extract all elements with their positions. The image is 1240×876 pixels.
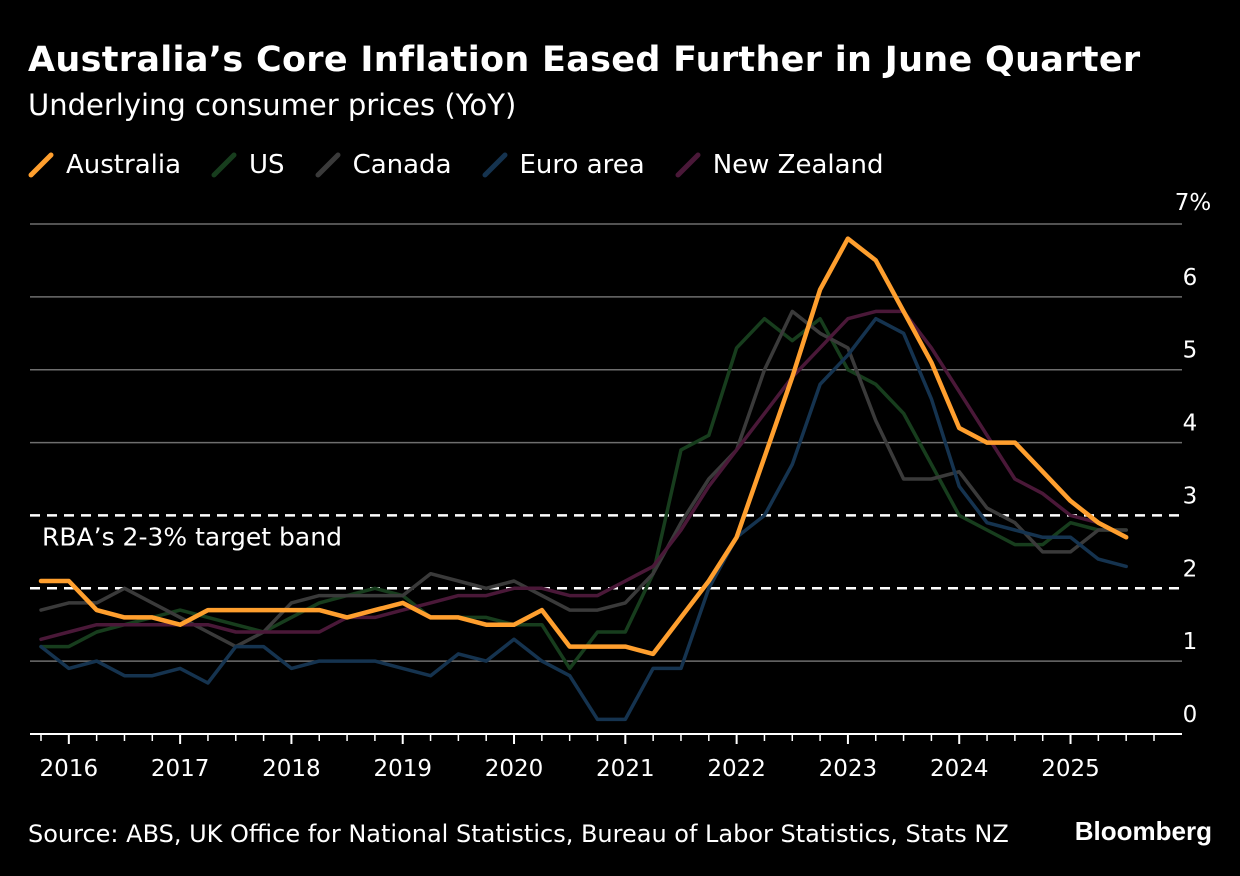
legend-item-euro-area: Euro area (482, 150, 645, 180)
x-tick-label: 2021 (596, 756, 655, 782)
legend-swatch-us (211, 152, 237, 178)
legend-label-euro-area: Euro area (519, 150, 645, 180)
legend-label-new-zealand: New Zealand (712, 150, 884, 180)
legend-swatch-canada (315, 152, 341, 178)
series-line-new-zealand (39, 309, 1128, 642)
chart-title: Australia’s Core Inflation Eased Further… (28, 40, 1141, 80)
bloomberg-logo: Bloomberg (1074, 816, 1212, 846)
legend-swatch-new-zealand (675, 152, 701, 178)
x-tick-label: 2025 (1041, 756, 1100, 782)
y-tick-label: 7% (1175, 190, 1212, 216)
x-tick-label: 2022 (707, 756, 766, 782)
series-line-australia (38, 236, 1129, 657)
y-tick-label: 0 (1183, 702, 1198, 728)
legend-item-canada: Canada (315, 150, 452, 180)
legend-swatch-australia (28, 152, 54, 178)
x-tick-label: 2019 (373, 756, 432, 782)
x-tick-label: 2024 (930, 756, 989, 782)
target-band-label: RBA’s 2-3% target band (42, 522, 342, 551)
x-tick-label: 2020 (485, 756, 544, 782)
y-tick-label: 6 (1183, 265, 1198, 291)
source-note: Source: ABS, UK Office for National Stat… (28, 820, 1009, 848)
x-tick-label: 2017 (151, 756, 210, 782)
series-line-canada (39, 309, 1128, 649)
legend-item-australia: Australia (28, 150, 181, 180)
y-tick-label: 1 (1183, 629, 1198, 655)
y-tick-label: 5 (1183, 338, 1198, 364)
legend-label-us: US (249, 150, 285, 180)
legend-label-canada: Canada (352, 150, 452, 180)
series-line-euro-area (39, 316, 1128, 722)
legend-item-us: US (211, 150, 285, 180)
legend-label-australia: Australia (66, 150, 182, 180)
chart-legend: Australia US Canada Euro area New Zealan… (28, 150, 914, 180)
y-tick-label: 3 (1183, 483, 1198, 509)
series-line-us (39, 316, 1128, 671)
y-tick-label: 2 (1183, 556, 1198, 582)
legend-swatch-euro-area (482, 152, 508, 178)
x-tick-label: 2018 (262, 756, 321, 782)
y-tick-label: 4 (1183, 411, 1198, 437)
x-tick-label: 2016 (40, 756, 99, 782)
chart-subtitle: Underlying consumer prices (YoY) (28, 88, 517, 122)
legend-item-new-zealand: New Zealand (675, 150, 884, 180)
x-tick-label: 2023 (819, 756, 878, 782)
